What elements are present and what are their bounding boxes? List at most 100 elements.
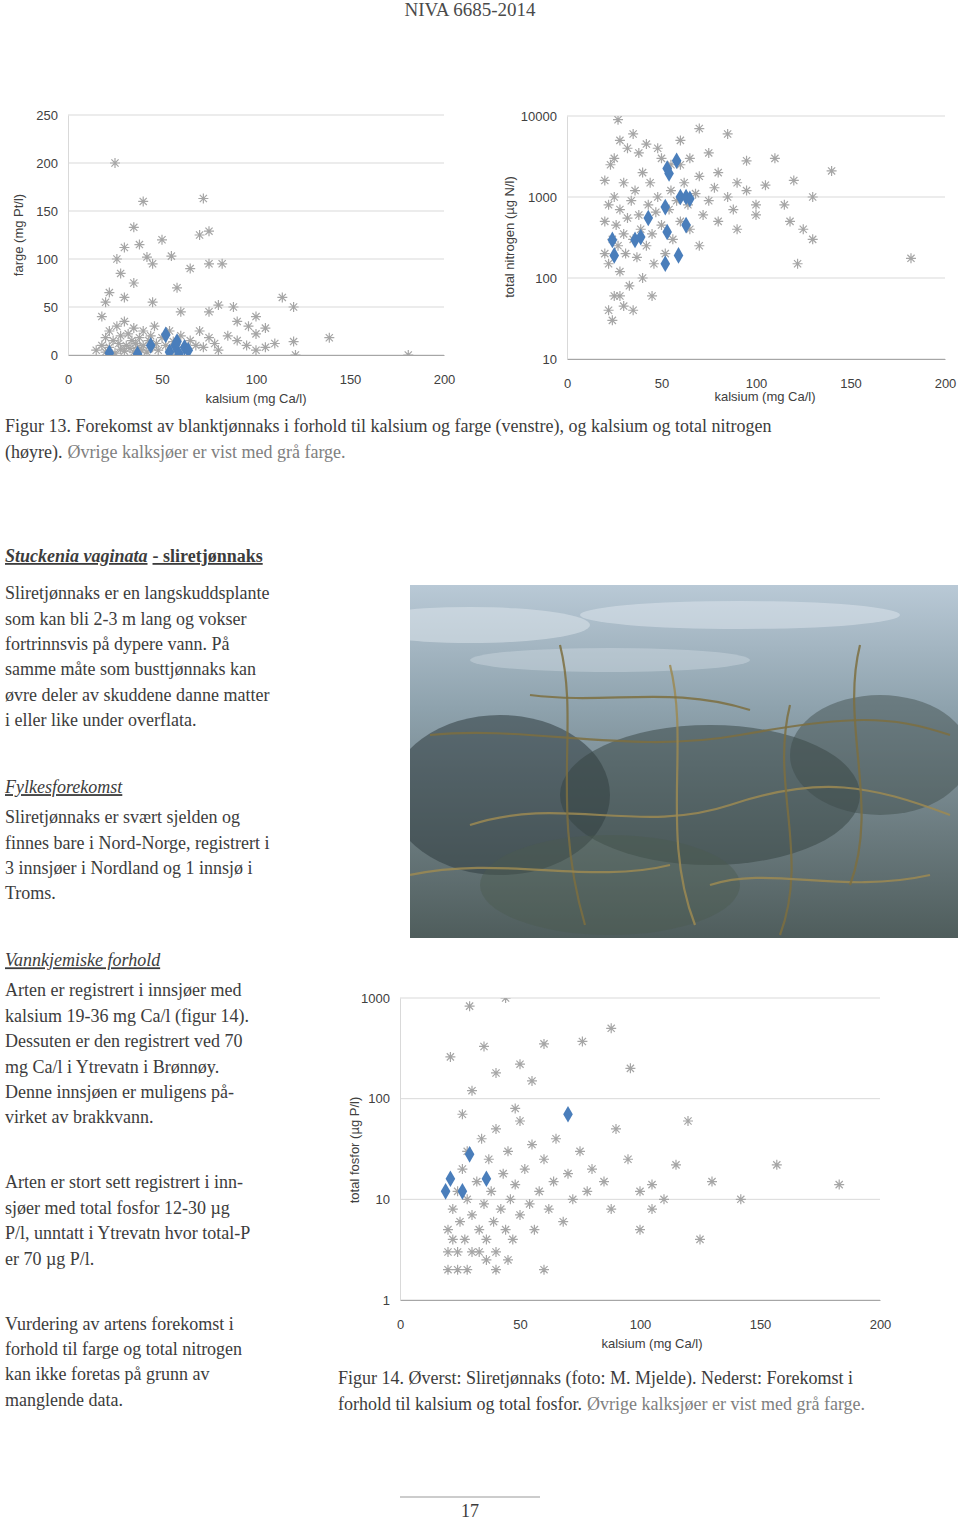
asterisk-point	[97, 312, 107, 322]
asterisk-point	[628, 129, 638, 139]
asterisk-point	[477, 1134, 487, 1144]
caption-line: (høyre).Øvrige kalksjøer er vist med grå…	[5, 442, 346, 463]
asterisk-point	[653, 192, 663, 202]
asterisk-point	[198, 194, 208, 204]
asterisk-point	[213, 345, 223, 355]
diamond-point	[662, 224, 672, 241]
asterisk-point	[679, 178, 689, 188]
asterisk-point	[472, 1177, 482, 1187]
asterisk-point	[698, 210, 708, 220]
x-axis-title: kalsium (mg Ca/l)	[205, 391, 306, 406]
asterisk-point	[534, 1186, 544, 1196]
asterisk-point	[510, 1103, 520, 1113]
photo-shade	[410, 607, 590, 643]
plot-marks	[600, 116, 916, 325]
tick: 100	[246, 355, 268, 387]
asterisk-point	[243, 321, 253, 331]
asterisk-point	[604, 259, 614, 269]
asterisk-point	[251, 312, 261, 322]
asterisk-point	[638, 168, 648, 178]
asterisk-point	[619, 229, 629, 239]
photo-stem	[710, 875, 930, 885]
photo-stem	[670, 665, 695, 925]
asterisk-point	[134, 240, 144, 250]
asterisk-point	[515, 1059, 525, 1069]
caption: Figur 13. Forekomst av blanktjønnaks i f…	[5, 416, 772, 463]
grid-line	[68, 163, 444, 164]
axis-line	[400, 999, 401, 1301]
asterisk-point	[575, 1146, 585, 1156]
body-line: finnes bare i Nord-Norge, registrert i	[5, 833, 270, 853]
caption-text: Figur 14. Øverst: Sliretjønnaks (foto: M…	[338, 1368, 853, 1389]
asterisk-point	[217, 259, 227, 269]
grid	[567, 116, 945, 359]
diamond-point	[685, 190, 695, 207]
asterisk-point	[834, 1180, 844, 1190]
diamond-point	[643, 210, 653, 227]
photo-shade	[790, 695, 958, 815]
asterisk-point	[772, 1160, 782, 1170]
asterisk-point	[628, 305, 638, 315]
asterisk-point	[527, 1076, 537, 1086]
asterisk-point	[615, 135, 625, 145]
tick: 100	[630, 1300, 652, 1332]
diamond-point	[482, 1170, 492, 1187]
body-line: virket av brakkvann.	[5, 1107, 153, 1127]
asterisk-point	[498, 1169, 508, 1179]
asterisk-point	[666, 186, 676, 196]
asterisk-point	[736, 1194, 746, 1204]
asterisk-point	[460, 1234, 470, 1244]
photo-shade	[470, 648, 750, 672]
body-line: Arten er stort sett registrert i inn-	[5, 1172, 243, 1192]
diamond-point	[458, 1183, 468, 1200]
asterisk-point	[129, 323, 139, 333]
asterisk-point	[204, 307, 214, 317]
asterisk-point	[613, 116, 623, 125]
asterisk-point	[770, 153, 780, 163]
asterisk-point	[635, 1225, 645, 1235]
asterisk-point	[551, 1134, 561, 1144]
asterisk-point	[675, 135, 685, 145]
asterisk-point	[638, 273, 648, 283]
series	[443, 998, 844, 1275]
asterisk-point	[491, 1247, 501, 1257]
asterisk-point	[232, 316, 242, 326]
asterisk-point	[604, 200, 614, 210]
page-header: NIVA 6685-2014	[404, 0, 536, 20]
body-line: Arten er registrert i innsjøer med	[5, 980, 241, 1000]
tick: 200	[870, 1300, 892, 1332]
tick: 1000	[528, 190, 567, 205]
caption-text: Øvrige kalksjøer er vist med grå farge.	[587, 1394, 865, 1414]
asterisk-point	[505, 1194, 515, 1204]
tick: 100	[36, 252, 68, 267]
tick-label: 150	[36, 204, 58, 219]
asterisk-point	[290, 350, 300, 355]
grid-line	[68, 115, 444, 116]
series	[600, 116, 916, 325]
asterisk-point	[634, 210, 644, 220]
asterisk-point	[496, 1204, 506, 1214]
tick-label: 50	[44, 300, 58, 315]
section-heading: Vannkjemiske forhold	[5, 950, 161, 970]
asterisk-point	[260, 342, 270, 352]
asterisk-point	[808, 192, 818, 202]
tick-label: 250	[36, 108, 58, 123]
asterisk-point	[527, 1140, 537, 1150]
asterisk-point	[798, 224, 808, 234]
tick-label: 1	[383, 1293, 390, 1308]
asterisk-point	[172, 283, 182, 293]
asterisk-point	[491, 1265, 501, 1275]
asterisk-point	[732, 178, 742, 188]
diamond-point	[609, 247, 619, 264]
asterisk-point	[101, 297, 111, 307]
grid-line	[400, 1098, 880, 1099]
asterisk-point	[503, 1146, 513, 1156]
asterisk-point	[653, 143, 663, 153]
photo-shade	[480, 835, 740, 935]
asterisk-point	[508, 1234, 518, 1244]
asterisk-point	[176, 307, 186, 317]
grid-line	[68, 307, 444, 308]
asterisk-point	[251, 345, 261, 355]
photo-shade	[580, 601, 900, 629]
tick-label: 0	[65, 372, 72, 387]
